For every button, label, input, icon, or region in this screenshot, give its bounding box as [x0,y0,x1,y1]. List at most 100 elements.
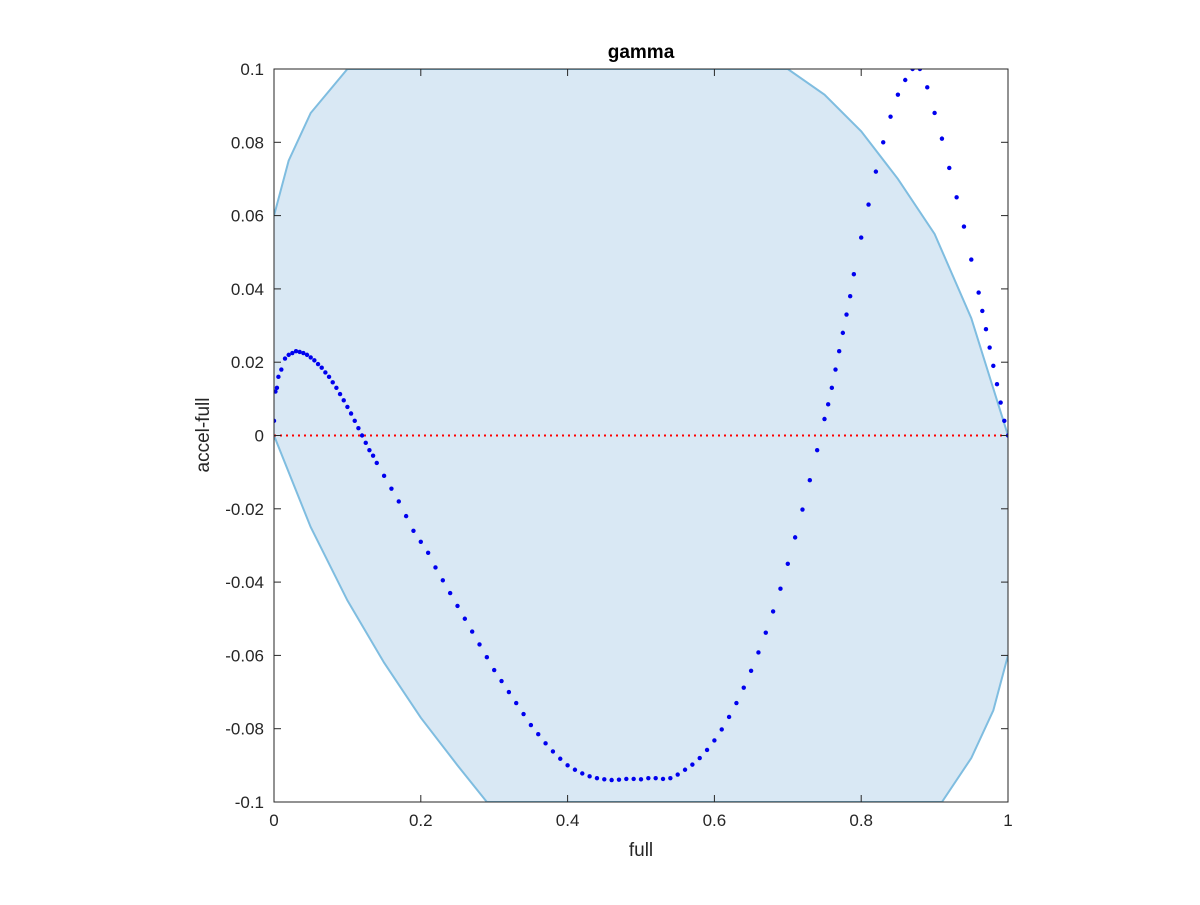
y-tick-label: -0.02 [225,500,264,519]
data-point [334,385,339,391]
data-point [833,367,838,372]
x-tick-label: 0.8 [849,811,873,830]
data-point [359,433,365,438]
data-point [675,772,680,777]
data-point [660,776,666,782]
data-point [425,550,431,555]
data-point [594,775,600,781]
data-point [829,385,835,391]
data-point [697,755,702,761]
data-point [312,358,317,363]
data-point [873,169,879,174]
data-point [282,356,288,361]
data-point [345,404,350,410]
data-point [785,561,790,566]
data-point [866,202,871,207]
x-tick-label: 0.2 [409,811,433,830]
data-point [712,738,717,743]
shaded-region-upper-edge [274,69,1008,436]
data-point [274,418,277,424]
data-point [440,578,446,583]
data-point [565,763,570,768]
data-point [980,308,985,314]
data-point [741,685,746,690]
data-point [341,398,346,403]
data-point [756,650,761,655]
data-point [558,756,563,761]
y-tick-label: 0.1 [240,60,264,79]
x-axis-label: full [629,840,653,861]
data-point [961,224,967,229]
data-point [455,603,460,609]
data-point [903,77,908,83]
x-tick-label: 0.4 [556,811,580,830]
data-point [800,507,805,512]
data-point [770,609,776,614]
data-point [638,777,644,782]
data-point [381,473,387,479]
data-point [293,349,299,354]
data-point [326,374,332,380]
data-point [983,327,989,332]
data-point [976,290,981,295]
data-point [682,767,688,772]
data-point [411,528,416,533]
data-point [274,389,278,394]
data-point [668,775,673,781]
data-point [726,714,732,720]
data-point [624,776,629,782]
data-point [297,349,302,355]
data-point [370,453,376,458]
data-point [587,774,592,779]
data-point [991,363,996,369]
data-point [572,767,578,772]
y-axis-label: accel-full [193,398,214,473]
data-point [917,69,923,72]
data-point [492,667,497,673]
data-point [389,486,394,491]
x-tick-label: 1 [1003,811,1012,830]
data-point [396,499,401,504]
data-point [418,539,423,544]
data-point [646,775,651,781]
data-point [290,350,295,356]
data-point [631,776,636,782]
data-point [844,312,849,317]
data-point [987,345,992,350]
data-point [734,700,739,706]
data-point [506,689,512,695]
y-tick-label: 0 [255,427,264,446]
data-point [274,385,280,391]
data-point [580,771,585,776]
data-point [276,374,281,380]
data-point [792,535,798,540]
y-tick-label: -0.04 [225,573,264,592]
data-point [352,418,357,424]
data-point [308,355,313,360]
data-point [925,85,930,90]
data-point [836,349,842,354]
data-point [888,114,893,119]
x-tick-label: 0.6 [703,811,727,830]
data-point [319,365,324,370]
data-point [840,330,846,336]
data-point [939,136,945,141]
shaded-region-lower-edge [274,435,1008,802]
data-point [514,700,519,706]
data-point [609,777,614,783]
data-point [521,711,526,717]
chart-title: gamma [608,42,675,63]
data-point [994,381,1000,387]
data-point [403,513,409,519]
data-point [969,257,974,262]
data-point [814,447,820,453]
data-point [653,775,658,781]
data-point [337,391,343,397]
data-point [602,777,607,782]
data-point [763,630,768,635]
data-point [910,69,915,72]
data-point [704,747,710,753]
data-point [499,678,504,684]
